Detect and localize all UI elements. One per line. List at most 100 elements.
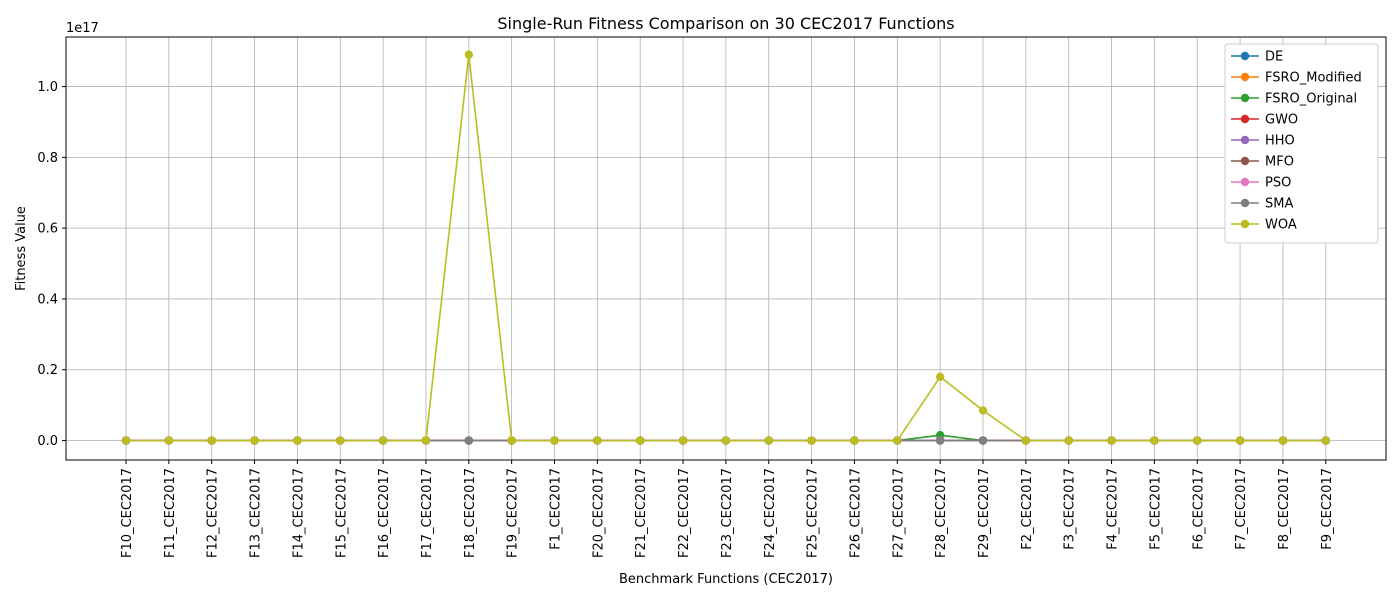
data-point — [935, 372, 945, 382]
legend-label: DE — [1265, 50, 1283, 65]
data-point — [250, 436, 259, 445]
legend-item: FSRO_Modified — [1231, 71, 1362, 86]
legend-marker — [1240, 72, 1250, 82]
legend: DE FSRO_Modified FSRO_Original GWO HHO MFO PSO… — [1224, 43, 1379, 244]
legend-label: FSRO_Modified — [1265, 71, 1362, 86]
x-tick-label: F11_CEC2017 — [163, 468, 178, 558]
x-tick-label: F24_CEC2017 — [763, 468, 778, 558]
legend-marker — [1240, 219, 1250, 229]
data-point — [378, 436, 388, 445]
legend-item: HHO — [1231, 134, 1295, 149]
x-tick-label: F21_CEC2017 — [634, 468, 649, 558]
x-tick-label: F13_CEC2017 — [249, 468, 264, 558]
x-tick-label: F8_CEC2017 — [1277, 468, 1292, 550]
x-tick-label: F27_CEC2017 — [891, 468, 906, 558]
x-tick-label: F28_CEC2017 — [934, 468, 949, 558]
data-point — [935, 436, 945, 445]
legend-item: FSRO_Original — [1231, 92, 1357, 107]
y-tick-label: 0.6 — [37, 222, 58, 237]
x-tick-label: F23_CEC2017 — [720, 468, 735, 558]
data-point — [121, 436, 131, 445]
data-point — [507, 436, 516, 445]
x-tick-label: F9_CEC2017 — [1320, 468, 1335, 550]
data-point — [464, 50, 473, 59]
legend-label: MFO — [1265, 155, 1294, 170]
x-tick-label: F4_CEC2017 — [1106, 468, 1121, 550]
y-axis-label: Fitness Value — [14, 206, 29, 291]
y-tick-label: 1.0 — [37, 80, 58, 95]
data-point — [593, 436, 602, 445]
data-point — [421, 436, 431, 445]
data-point — [164, 436, 174, 445]
x-tick-label: F3_CEC2017 — [1063, 468, 1078, 550]
legend-marker — [1240, 114, 1250, 124]
x-tick-label: F1_CEC2017 — [549, 468, 564, 550]
data-point — [1107, 436, 1116, 445]
data-point — [678, 436, 688, 445]
data-point — [1193, 436, 1202, 445]
data-point — [807, 436, 816, 445]
data-point — [1278, 436, 1288, 445]
chart-title: Single-Run Fitness Comparison on 30 CEC2… — [497, 14, 954, 33]
x-tick-label: F5_CEC2017 — [1148, 468, 1163, 550]
legend-label: HHO — [1265, 134, 1295, 149]
x-tick-label: F12_CEC2017 — [206, 468, 221, 558]
data-point — [293, 436, 302, 445]
data-point — [1064, 436, 1073, 445]
data-point — [978, 406, 988, 415]
legend-marker — [1240, 156, 1250, 166]
y-tick-label: 0.4 — [37, 292, 58, 307]
series-lines — [121, 50, 1331, 445]
legend-item: PSO — [1231, 176, 1291, 191]
legend-marker — [1240, 198, 1250, 208]
x-tick-label: F25_CEC2017 — [806, 468, 821, 558]
grid — [66, 37, 1386, 460]
x-tick-label: F19_CEC2017 — [506, 468, 521, 558]
data-point — [1235, 436, 1245, 445]
x-tick-label: F16_CEC2017 — [377, 468, 392, 558]
axis-ticks: F10_CEC2017 F11_CEC2017 F12_CEC2017 F13_CEC… — [37, 80, 1334, 558]
data-point — [721, 436, 731, 445]
legend-marker — [1240, 135, 1250, 145]
x-tick-label: F7_CEC2017 — [1234, 468, 1249, 550]
data-point — [764, 436, 773, 445]
x-tick-label: F2_CEC2017 — [1020, 468, 1035, 550]
data-point — [978, 436, 988, 445]
series-woa — [121, 50, 1331, 445]
x-tick-label: F29_CEC2017 — [977, 468, 992, 558]
y-offset-text: 1e17 — [66, 21, 99, 36]
legend-item: SMA — [1231, 197, 1293, 212]
data-point — [893, 436, 902, 445]
data-point — [850, 436, 859, 445]
y-tick-label: 0.0 — [37, 434, 58, 449]
legend-marker — [1240, 177, 1250, 187]
x-axis-label: Benchmark Functions (CEC2017) — [619, 572, 833, 587]
legend-label: PSO — [1265, 176, 1291, 191]
y-tick-label: 0.8 — [37, 151, 58, 166]
x-tick-label: F15_CEC2017 — [334, 468, 349, 558]
data-point — [464, 436, 473, 445]
legend-label: FSRO_Original — [1265, 92, 1357, 107]
data-point — [636, 436, 645, 445]
legend-item: WOA — [1231, 218, 1297, 233]
data-point — [1150, 436, 1159, 445]
legend-label: GWO — [1265, 113, 1298, 128]
data-point — [1321, 436, 1331, 445]
x-tick-label: F26_CEC2017 — [848, 468, 863, 558]
data-point — [336, 436, 345, 445]
legend-item: MFO — [1231, 155, 1294, 170]
data-point — [207, 436, 216, 445]
legend-label: SMA — [1265, 197, 1293, 212]
x-tick-label: F22_CEC2017 — [677, 468, 692, 558]
legend-item: DE — [1231, 50, 1283, 65]
x-tick-label: F14_CEC2017 — [291, 468, 306, 558]
x-tick-label: F6_CEC2017 — [1191, 468, 1206, 550]
data-point — [550, 436, 559, 445]
legend-frame — [1224, 43, 1379, 244]
x-tick-label: F18_CEC2017 — [463, 468, 478, 558]
y-tick-label: 0.2 — [37, 363, 58, 378]
x-tick-label: F17_CEC2017 — [420, 468, 435, 558]
legend-marker — [1240, 51, 1250, 61]
data-point — [1021, 436, 1031, 445]
